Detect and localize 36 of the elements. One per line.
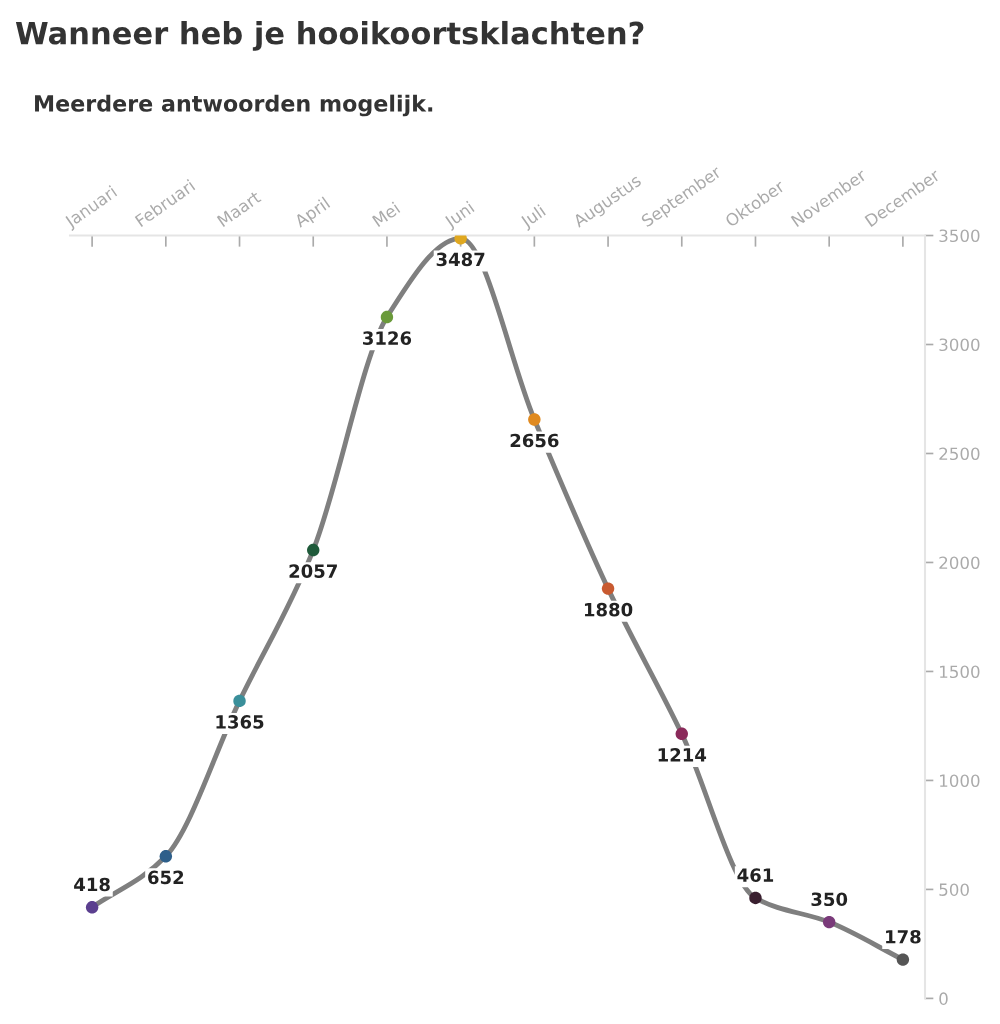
y-tick-label: 2500 [939,447,980,461]
point [528,413,541,426]
chart-subtitle: Meerdere antwoorden mogelijk. [35,94,433,117]
x-tick-label: Mei [371,201,401,228]
point [380,310,394,324]
point [822,915,836,929]
x-tick-label: Juli [518,204,548,232]
y-tick-label: 2000 [939,556,980,570]
point [454,235,467,245]
data-label: 3126 [363,331,412,345]
y-tick-label: 3500 [939,229,980,243]
point [601,582,615,595]
y-tick-label: 0 [939,992,948,1005]
data-label: 350 [811,892,848,907]
data-label: 652 [148,870,184,885]
point [749,891,762,905]
data-label: 178 [886,929,921,944]
point [233,694,246,708]
point [307,543,320,557]
data-label: 418 [74,877,110,892]
data-label: 3487 [436,252,485,267]
data-label: 2057 [289,564,337,578]
point [85,901,99,914]
data-label: 2656 [510,433,559,448]
y-tick-label: 1500 [940,665,980,679]
data-label: 1880 [584,602,633,617]
chart-title: Wanneer heb je hooikoortsklachten? [15,20,644,51]
data-label: 461 [737,868,774,882]
data-label: 1214 [658,748,707,762]
y-tick-label: 1000 [940,774,980,787]
point [159,850,173,863]
point [896,953,910,966]
y-tick-label: 500 [939,883,969,896]
point [675,727,688,740]
y-tick-label: 3000 [939,338,980,352]
data-label: 1365 [216,715,264,729]
